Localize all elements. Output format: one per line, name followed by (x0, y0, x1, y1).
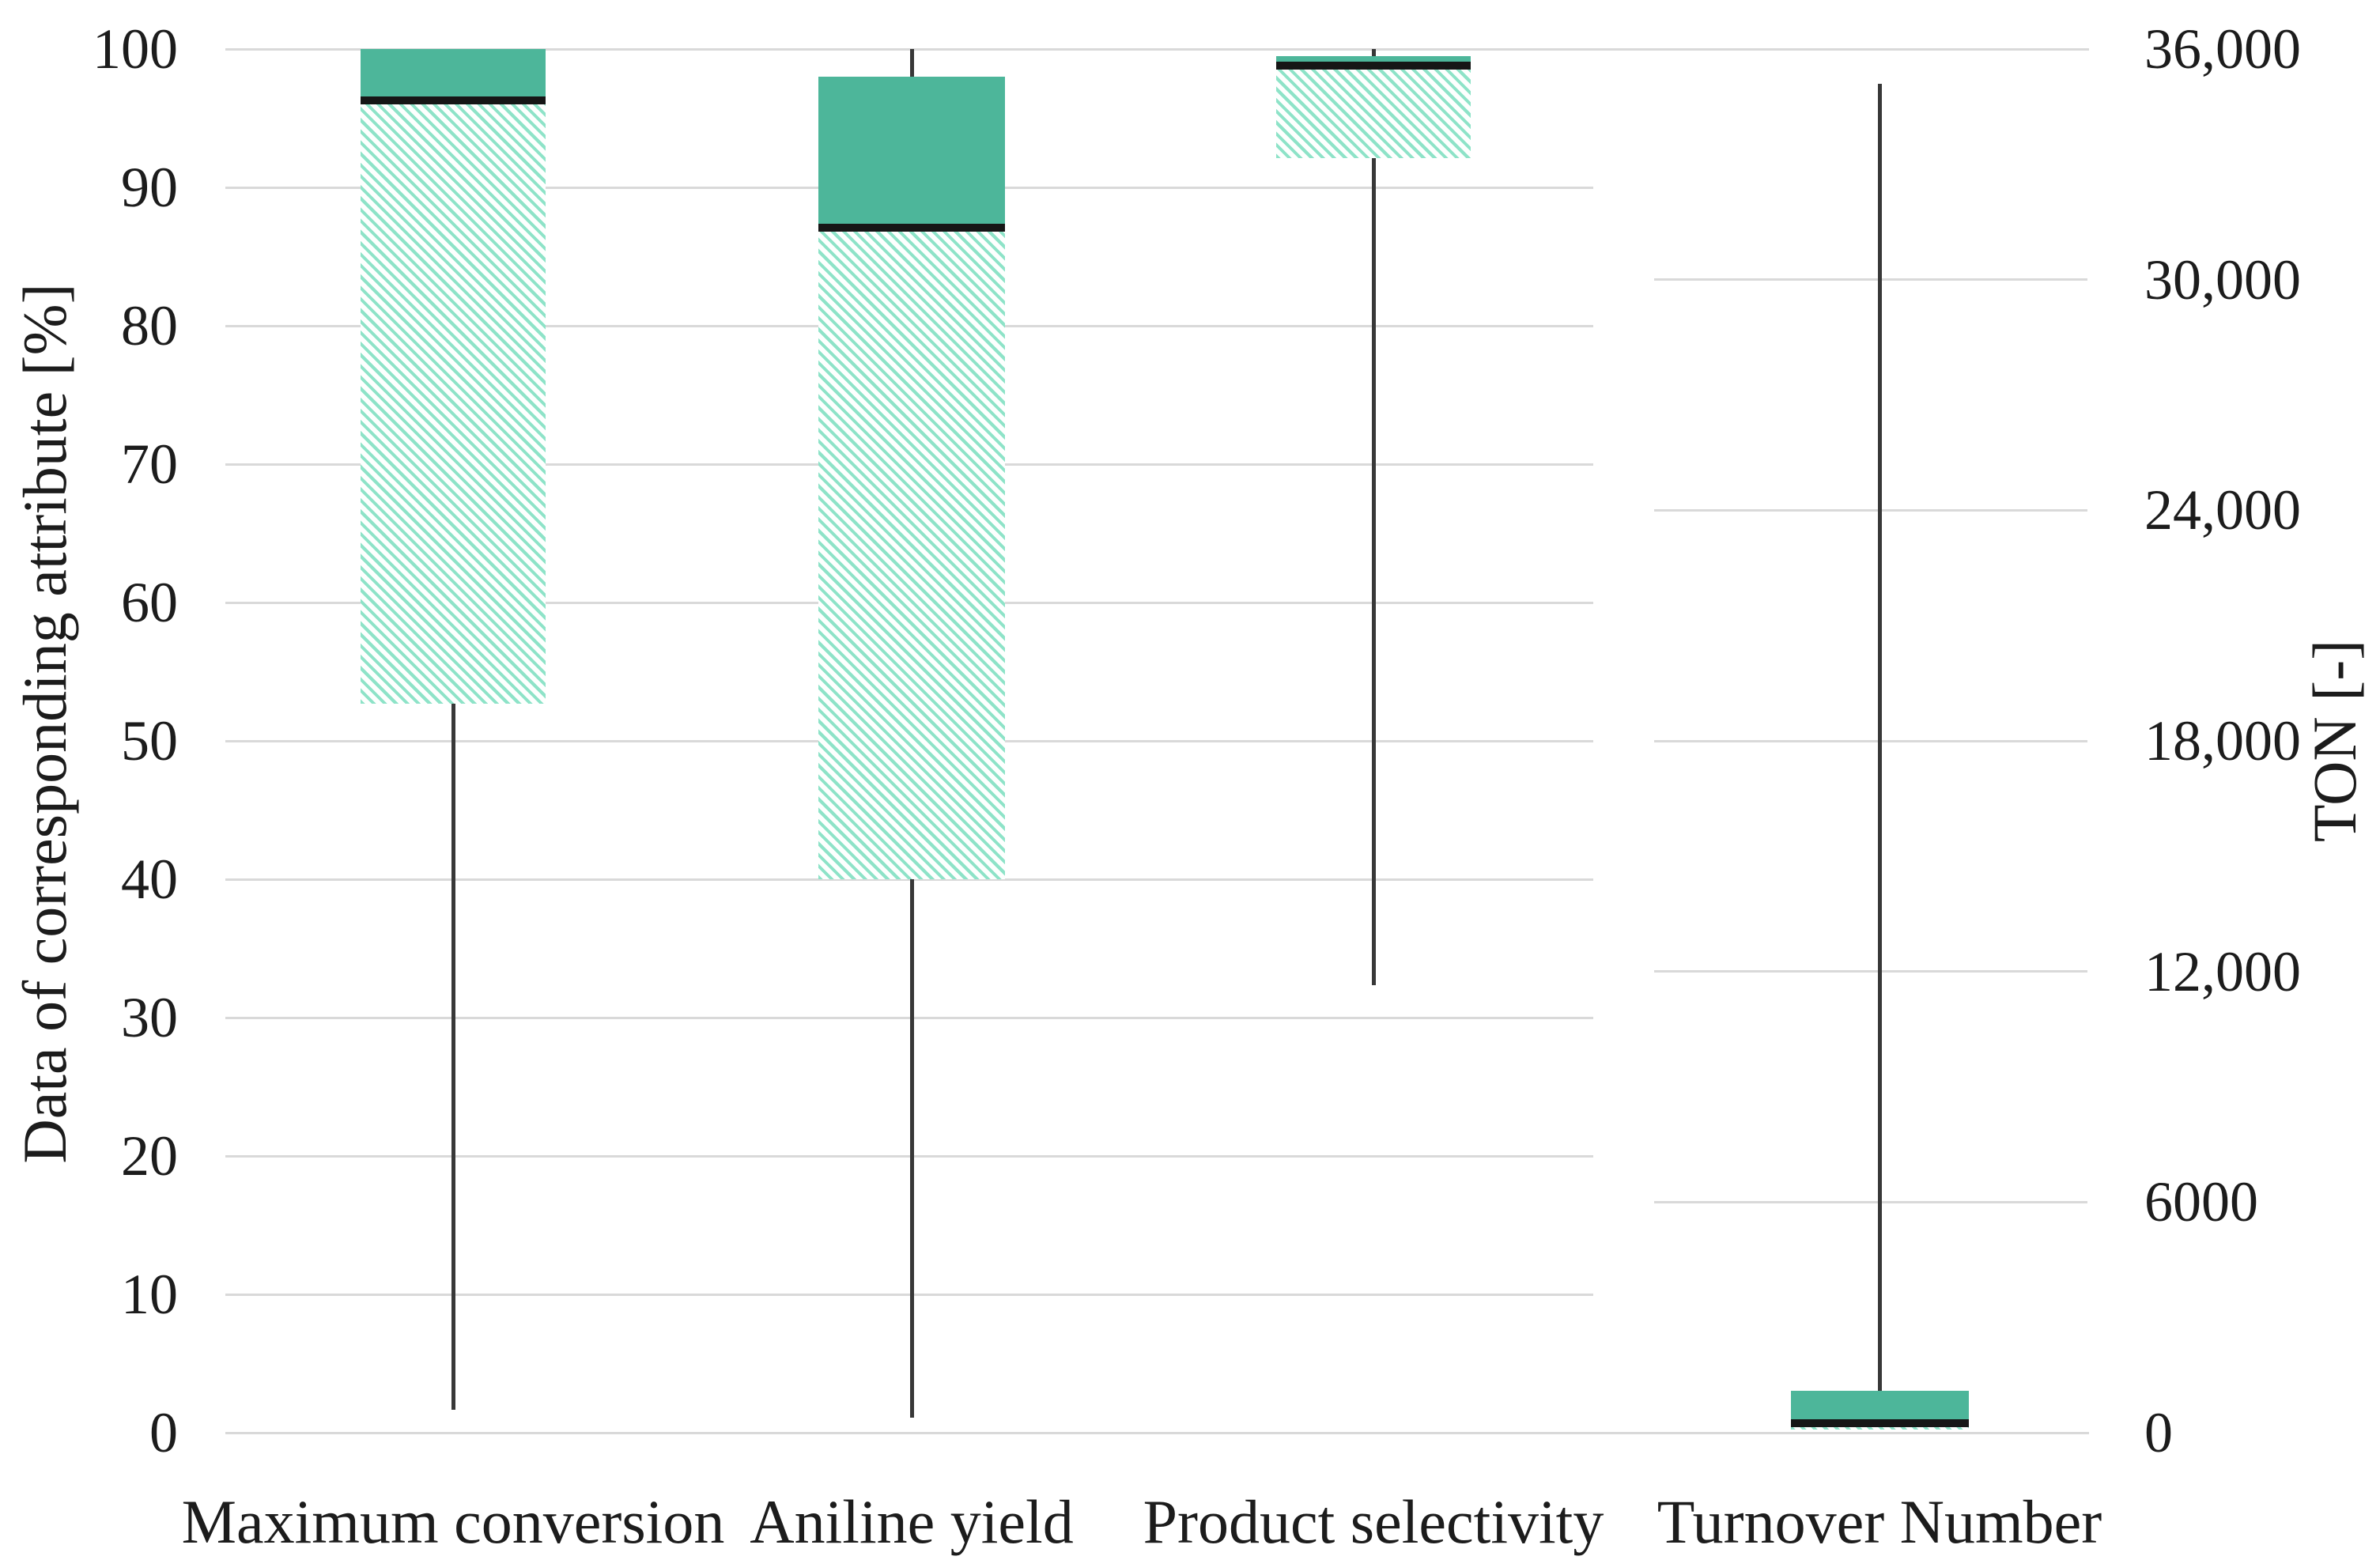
right-gridline-6000 (1654, 1201, 2087, 1203)
median-line-3 (1791, 1419, 1969, 1427)
left-gridline-20 (225, 1155, 1593, 1158)
lower-whisker-2 (1372, 158, 1376, 985)
category-label-2: Product selectivity (1143, 1487, 1604, 1556)
left-axis-tick-90: 90 (121, 156, 178, 219)
box-upper-3 (1791, 1391, 1969, 1423)
left-axis-tick-60: 60 (121, 571, 178, 634)
box-lower-1 (818, 228, 1005, 879)
left-gridline-0 (225, 1432, 2089, 1434)
right-gridline-30000 (1654, 278, 2087, 281)
box-upper-1 (818, 77, 1005, 228)
left-gridline-100 (225, 48, 2089, 51)
box-lower-0 (361, 100, 546, 704)
left-axis-tick-50: 50 (121, 709, 178, 772)
right-gridline-12000 (1654, 970, 2087, 973)
box-lower-2 (1276, 66, 1471, 158)
left-axis-tick-10: 10 (121, 1263, 178, 1326)
median-line-0 (361, 96, 546, 104)
right-axis-tick-24000: 24,000 (2144, 478, 2301, 542)
box-upper-0 (361, 49, 546, 100)
upper-whisker-2 (1372, 49, 1376, 56)
right-axis-tick-12000: 12,000 (2144, 940, 2301, 1003)
left-gridline-30 (225, 1017, 1593, 1019)
right-axis-tick-36000: 36,000 (2144, 17, 2301, 81)
right-gridline-18000 (1654, 740, 2087, 742)
right-axis-title: TON [-] (2300, 639, 2369, 843)
category-label-3: Turnover Number (1657, 1487, 2102, 1556)
right-axis-tick-18000: 18,000 (2144, 709, 2301, 772)
right-axis-tick-0: 0 (2144, 1401, 2173, 1464)
left-axis-tick-20: 20 (121, 1124, 178, 1188)
left-axis-tick-30: 30 (121, 986, 178, 1049)
right-axis-tick-30000: 30,000 (2144, 248, 2301, 312)
lower-whisker-0 (451, 704, 455, 1410)
left-axis-tick-100: 100 (93, 17, 178, 81)
right-axis-tick-6000: 6000 (2144, 1170, 2258, 1233)
right-gridline-24000 (1654, 509, 2087, 512)
left-axis-tick-40: 40 (121, 848, 178, 911)
median-line-2 (1276, 62, 1471, 70)
upper-whisker-1 (910, 49, 914, 77)
median-line-1 (818, 224, 1005, 232)
left-axis-tick-80: 80 (121, 294, 178, 357)
lower-whisker-1 (910, 879, 914, 1418)
category-label-0: Maximum conversion (181, 1487, 725, 1556)
category-label-1: Aniline yield (750, 1487, 1074, 1556)
upper-whisker-3 (1878, 84, 1882, 1391)
left-gridline-40 (225, 878, 1593, 881)
left-axis-tick-0: 0 (149, 1401, 178, 1464)
left-gridline-10 (225, 1294, 1593, 1296)
left-axis-tick-70: 70 (121, 432, 178, 496)
